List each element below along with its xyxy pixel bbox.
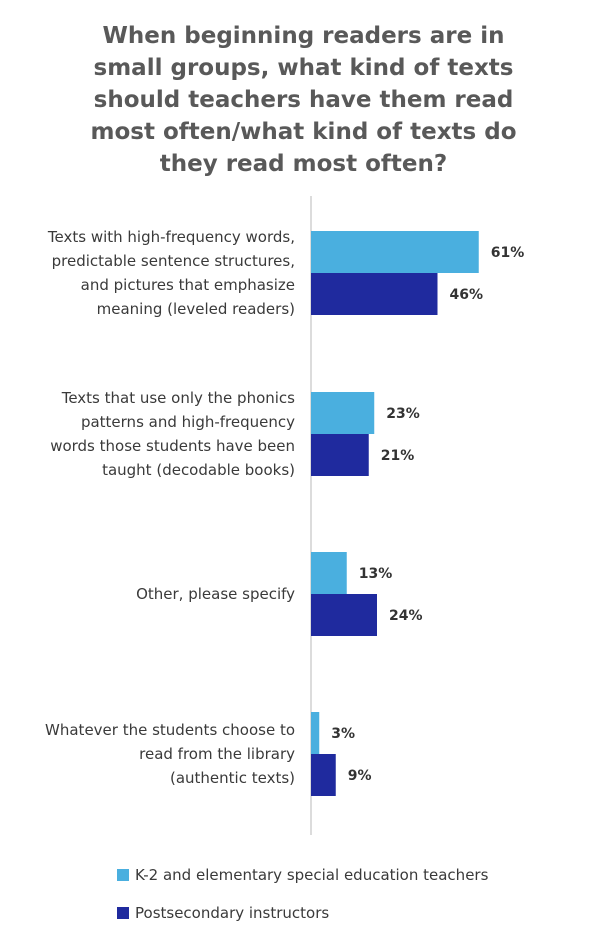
- title-line: small groups, what kind of texts: [93, 55, 514, 81]
- category-label-line: Whatever the students choose to: [45, 721, 295, 739]
- category-label-line: (authentic texts): [169, 769, 295, 787]
- category-label-line: patterns and high-frequency: [80, 413, 295, 431]
- legend-label-series1: K-2 and elementary special education tea…: [135, 866, 489, 884]
- category-label-line: words those students have been: [50, 437, 295, 455]
- category-label-line: Other, please specify: [136, 585, 295, 603]
- data-label-series1-cat3: 13%: [359, 566, 393, 582]
- title-line: they read most often?: [159, 151, 448, 177]
- legend-item-series1: K-2 and elementary special education tea…: [117, 866, 488, 884]
- category-label: Texts with high-frequency words, predicta…: [12, 225, 295, 321]
- bar-series2-cat3: [311, 594, 377, 636]
- data-label-series1-cat4: 3%: [331, 726, 355, 742]
- category-label: Other, please specify: [12, 582, 295, 606]
- data-label-series2-cat3: 24%: [389, 608, 423, 624]
- bar-series2-cat2: [311, 434, 369, 476]
- bar-series1-cat1: [311, 231, 479, 273]
- category-label-line: predictable sentence structures,: [51, 252, 295, 270]
- title-line: should teachers have them read: [93, 87, 514, 113]
- legend-swatch-series2: [117, 907, 129, 919]
- bar-series2-cat1: [311, 273, 438, 315]
- bar-series1-cat2: [311, 392, 375, 434]
- bar-series2-cat4: [311, 754, 336, 796]
- data-label-series2-cat4: 9%: [348, 768, 372, 784]
- legend-item-series2: Postsecondary instructors: [117, 904, 329, 922]
- title-line: most often/what kind of texts do: [90, 119, 517, 145]
- category-label: Texts that use only the phonics patterns …: [12, 386, 295, 482]
- bar-series1-cat3: [311, 552, 347, 594]
- category-label-line: and pictures that emphasize: [80, 276, 295, 294]
- category-label-line: taught (decodable books): [102, 461, 295, 479]
- title-line: When beginning readers are in: [102, 23, 505, 49]
- category-label-line: Texts that use only the phonics: [61, 389, 295, 407]
- category-label-line: Texts with high-frequency words,: [47, 228, 295, 246]
- category-label: Whatever the students choose to read from…: [12, 718, 295, 790]
- data-label-series2-cat1: 46%: [450, 287, 484, 303]
- legend-swatch-series1: [117, 869, 129, 881]
- data-label-series2-cat2: 21%: [381, 448, 415, 464]
- category-label-line: meaning (leveled readers): [96, 300, 295, 318]
- data-label-series1-cat1: 61%: [491, 245, 525, 261]
- bar-series1-cat4: [311, 712, 320, 754]
- legend-label-series2: Postsecondary instructors: [135, 904, 330, 922]
- data-label-series1-cat2: 23%: [386, 406, 420, 422]
- category-label-line: read from the library: [139, 745, 295, 763]
- chart-title: When beginning readers are in small grou…: [20, 20, 587, 180]
